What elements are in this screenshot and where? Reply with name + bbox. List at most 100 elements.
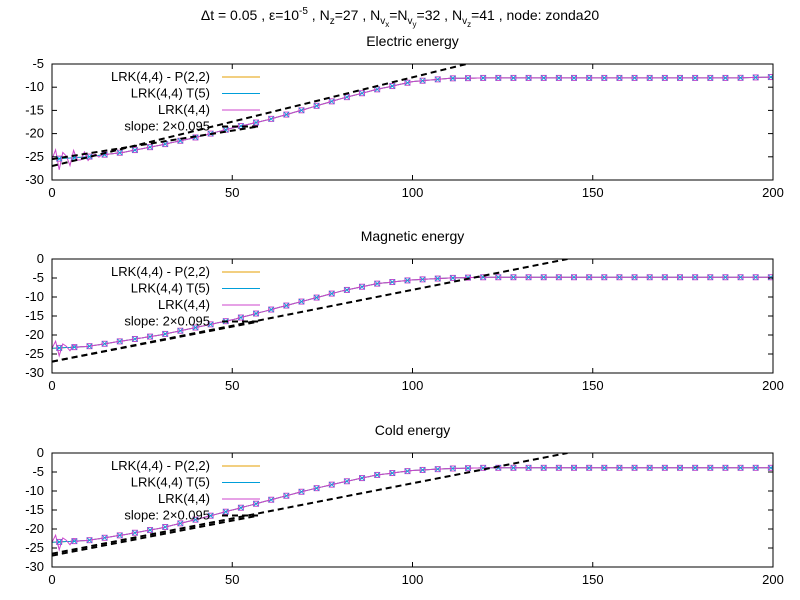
data-point	[313, 294, 320, 301]
legend-label: LRK(4,4) - P(2,2)	[111, 69, 210, 84]
data-point	[283, 302, 290, 309]
data-point	[404, 277, 411, 284]
data-point	[525, 274, 532, 281]
data-point	[147, 333, 154, 340]
data-point	[131, 147, 138, 154]
data-point	[162, 524, 168, 530]
data-point	[313, 102, 320, 109]
data-point	[419, 276, 426, 283]
data-point	[207, 321, 214, 328]
slope-line	[52, 320, 258, 363]
data-point	[631, 75, 638, 81]
data-point	[737, 74, 744, 81]
data-point	[434, 466, 441, 473]
data-point	[540, 74, 547, 81]
data-point	[237, 504, 244, 511]
chart-panel-3: Cold energy 0 50 100 150 200 0 -5 -10 -15 -20 -25 -3…	[25, 422, 784, 587]
data-point	[616, 274, 623, 281]
data-point	[359, 90, 366, 97]
data-point	[465, 465, 472, 472]
data-point	[571, 274, 578, 281]
data-point	[707, 464, 714, 471]
data-point	[253, 500, 259, 507]
data-point	[767, 274, 773, 281]
data-point	[646, 74, 653, 81]
data-point	[207, 512, 214, 519]
y-tick-label: -5	[32, 56, 44, 71]
data-point	[313, 485, 320, 492]
data-point	[419, 276, 426, 283]
slope-line	[52, 259, 568, 363]
data-point	[404, 468, 411, 475]
data-point	[677, 465, 683, 471]
slope-line	[52, 64, 467, 168]
data-point	[253, 500, 260, 507]
data-point	[56, 344, 63, 351]
data-point	[344, 478, 350, 485]
data-point	[737, 274, 744, 281]
slope-line	[52, 514, 258, 557]
data-point	[116, 149, 123, 156]
data-point	[374, 280, 381, 287]
chart-title: Magnetic energy	[361, 228, 465, 244]
data-point	[449, 465, 456, 472]
data-point	[767, 464, 773, 471]
data-point	[707, 75, 714, 81]
data-point	[465, 274, 472, 281]
data-point	[449, 75, 456, 82]
data-point	[404, 79, 411, 86]
data-point	[56, 155, 62, 162]
data-point	[192, 516, 199, 523]
data-point	[480, 74, 487, 81]
data-point	[646, 465, 653, 471]
data-point	[131, 335, 138, 342]
y-tick-label: -10	[25, 289, 44, 304]
data-point	[692, 274, 698, 281]
data-point	[222, 508, 229, 515]
data-point	[374, 280, 380, 287]
data-point	[661, 274, 668, 281]
legend-label: LRK(4,4) T(5)	[131, 475, 210, 490]
x-tick-label: 50	[225, 572, 239, 587]
legend-label: LRK(4,4)	[158, 102, 210, 117]
data-point	[450, 465, 456, 472]
data-point	[556, 465, 562, 471]
data-point	[525, 274, 532, 281]
data-point	[767, 74, 773, 81]
data-point	[147, 144, 154, 151]
y-tick-label: -30	[25, 559, 44, 574]
data-point	[692, 75, 698, 81]
data-point	[722, 465, 729, 471]
data-point	[480, 274, 487, 281]
data-point	[662, 75, 668, 81]
data-point	[646, 274, 653, 281]
data-point	[586, 75, 592, 81]
x-tick-label: 100	[402, 378, 424, 393]
y-tick-label: -20	[25, 521, 44, 536]
data-point	[540, 465, 547, 471]
data-point	[571, 464, 578, 471]
data-point	[495, 74, 502, 81]
data-point	[147, 144, 153, 150]
legend-label: LRK(4,4)	[158, 297, 210, 312]
data-point	[116, 532, 123, 539]
data-point	[374, 86, 380, 93]
data-point	[359, 90, 365, 97]
data-point	[328, 481, 335, 488]
data-point	[268, 116, 274, 122]
data-point	[86, 537, 93, 544]
x-tick-label: 200	[762, 185, 784, 200]
y-tick-label: -10	[25, 483, 44, 498]
data-point	[298, 107, 305, 114]
data-point	[434, 76, 441, 83]
data-point	[71, 538, 78, 544]
data-point	[571, 74, 578, 81]
y-tick-label: -25	[25, 346, 44, 361]
data-point	[298, 107, 305, 114]
data-point	[616, 274, 623, 281]
x-tick-label: 0	[48, 185, 55, 200]
data-point	[359, 475, 365, 481]
data-point	[510, 274, 517, 281]
data-point	[268, 496, 275, 503]
data-point	[343, 478, 350, 485]
